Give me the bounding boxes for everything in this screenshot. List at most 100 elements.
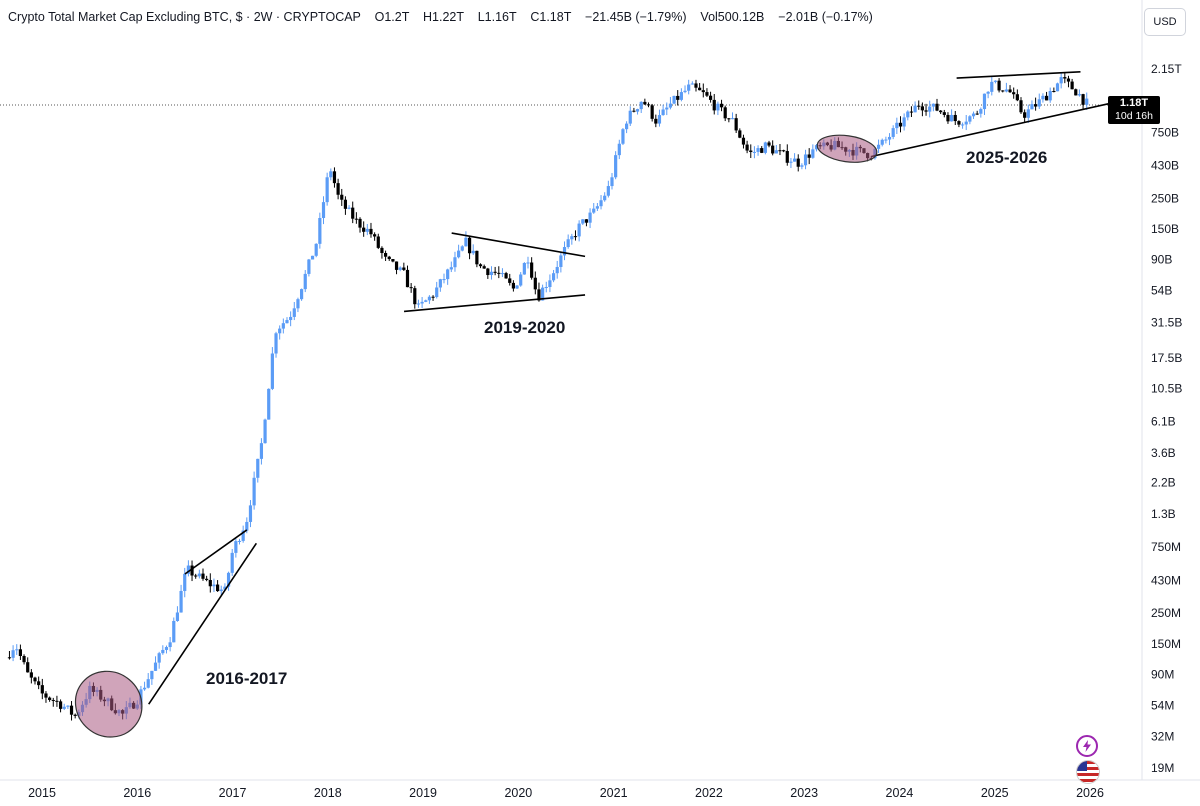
y-tick-label: 3.6B <box>1151 446 1176 460</box>
candle-body <box>248 505 253 522</box>
candle-body <box>971 113 976 117</box>
currency-button[interactable]: USD <box>1144 8 1186 36</box>
y-tick-label: 54B <box>1151 283 1172 297</box>
candle-body <box>33 677 37 682</box>
candle-body <box>606 186 610 196</box>
x-tick-label: 2017 <box>219 786 247 800</box>
y-tick-label: 750M <box>1151 540 1181 554</box>
candle-body <box>7 657 12 659</box>
candle-body <box>438 279 442 288</box>
candle-body <box>895 122 899 129</box>
y-tick-label: 2.2B <box>1151 476 1176 490</box>
candle-body <box>654 118 658 124</box>
candle-body <box>800 165 804 167</box>
us-flag-icon[interactable] <box>1076 760 1100 784</box>
candle-body <box>226 572 231 587</box>
trendline[interactable] <box>870 101 1114 158</box>
legend-low: L1.16T <box>477 10 517 24</box>
candle-body <box>435 287 439 298</box>
candle-body <box>289 316 293 321</box>
candle-body <box>1001 90 1005 92</box>
candle-body <box>1037 99 1041 107</box>
candle-body <box>237 540 242 542</box>
candle-body <box>172 620 176 643</box>
candle-body <box>241 530 245 541</box>
candle-body <box>205 578 209 581</box>
trendline[interactable] <box>184 529 248 575</box>
candle-body <box>259 443 264 459</box>
candle-body <box>909 111 914 113</box>
candle-body <box>1023 112 1027 118</box>
candle-body <box>212 584 216 587</box>
trendline[interactable] <box>148 542 258 705</box>
candle-body <box>698 87 702 91</box>
candle-body <box>278 328 282 334</box>
candle-body <box>409 287 413 289</box>
trendline[interactable] <box>956 71 1081 79</box>
candle-body <box>566 239 570 248</box>
candle-body <box>661 109 665 116</box>
candle-body <box>1012 92 1016 95</box>
y-tick-label: 250M <box>1151 606 1181 620</box>
candle-body <box>876 144 881 149</box>
candle-body <box>168 642 172 648</box>
candle-body <box>464 237 468 247</box>
candle-body <box>650 105 654 119</box>
candle-body <box>694 83 698 88</box>
candle-body <box>230 552 234 573</box>
candle-body <box>599 200 603 207</box>
candle-body <box>964 121 968 125</box>
candle-body <box>1019 100 1023 113</box>
candle-body <box>256 458 260 478</box>
candle-body <box>186 565 190 574</box>
candle-body <box>1074 89 1078 96</box>
legend-volume-change: −2.01B (−0.17%) <box>778 10 873 24</box>
candle-body <box>756 148 760 152</box>
candle-body <box>1048 91 1052 101</box>
candle-body <box>358 218 362 228</box>
x-tick-label: 2026 <box>1076 786 1104 800</box>
period-annotation[interactable]: 2025-2026 <box>966 148 1047 167</box>
period-annotation[interactable]: 2016-2017 <box>206 669 287 688</box>
trendline[interactable] <box>451 232 586 258</box>
candle-body <box>548 280 552 288</box>
candle-body <box>588 212 592 223</box>
candle-body <box>584 219 589 223</box>
legend-volume: Vol500.12B <box>700 10 765 24</box>
candle-body <box>11 650 15 658</box>
candle-body <box>146 679 150 688</box>
candle-body <box>380 247 384 254</box>
candle-body <box>617 143 621 156</box>
candle-body <box>26 662 30 673</box>
candle-body <box>446 269 450 280</box>
y-tick-label: 2.15T <box>1151 62 1182 76</box>
candle-body <box>1008 89 1012 93</box>
candle-body <box>1030 104 1034 110</box>
highlight-ellipse[interactable] <box>62 658 155 751</box>
candle-body <box>285 320 289 324</box>
candle-body <box>197 573 201 577</box>
trendline[interactable] <box>403 294 586 313</box>
candle-body <box>625 123 629 130</box>
candle-body <box>946 114 950 122</box>
y-tick-label: 31.5B <box>1151 316 1182 330</box>
lightning-icon[interactable] <box>1076 735 1098 757</box>
candle-body <box>880 139 884 145</box>
period-annotation[interactable]: 2019-2020 <box>484 318 565 337</box>
candle-body <box>526 262 530 264</box>
candle-body <box>774 150 778 154</box>
y-tick-label: 90B <box>1151 253 1172 267</box>
candle-body <box>975 113 979 115</box>
candle-body <box>570 236 574 240</box>
y-tick-label: 750B <box>1151 125 1179 139</box>
candle-body <box>646 104 651 106</box>
highlight-ellipse[interactable] <box>816 132 879 166</box>
candle-body <box>37 681 41 686</box>
candle-body <box>614 155 618 178</box>
candle-body <box>413 288 417 305</box>
candle-body <box>427 296 432 301</box>
y-tick-label: 150M <box>1151 637 1181 651</box>
candle-body <box>551 273 556 281</box>
